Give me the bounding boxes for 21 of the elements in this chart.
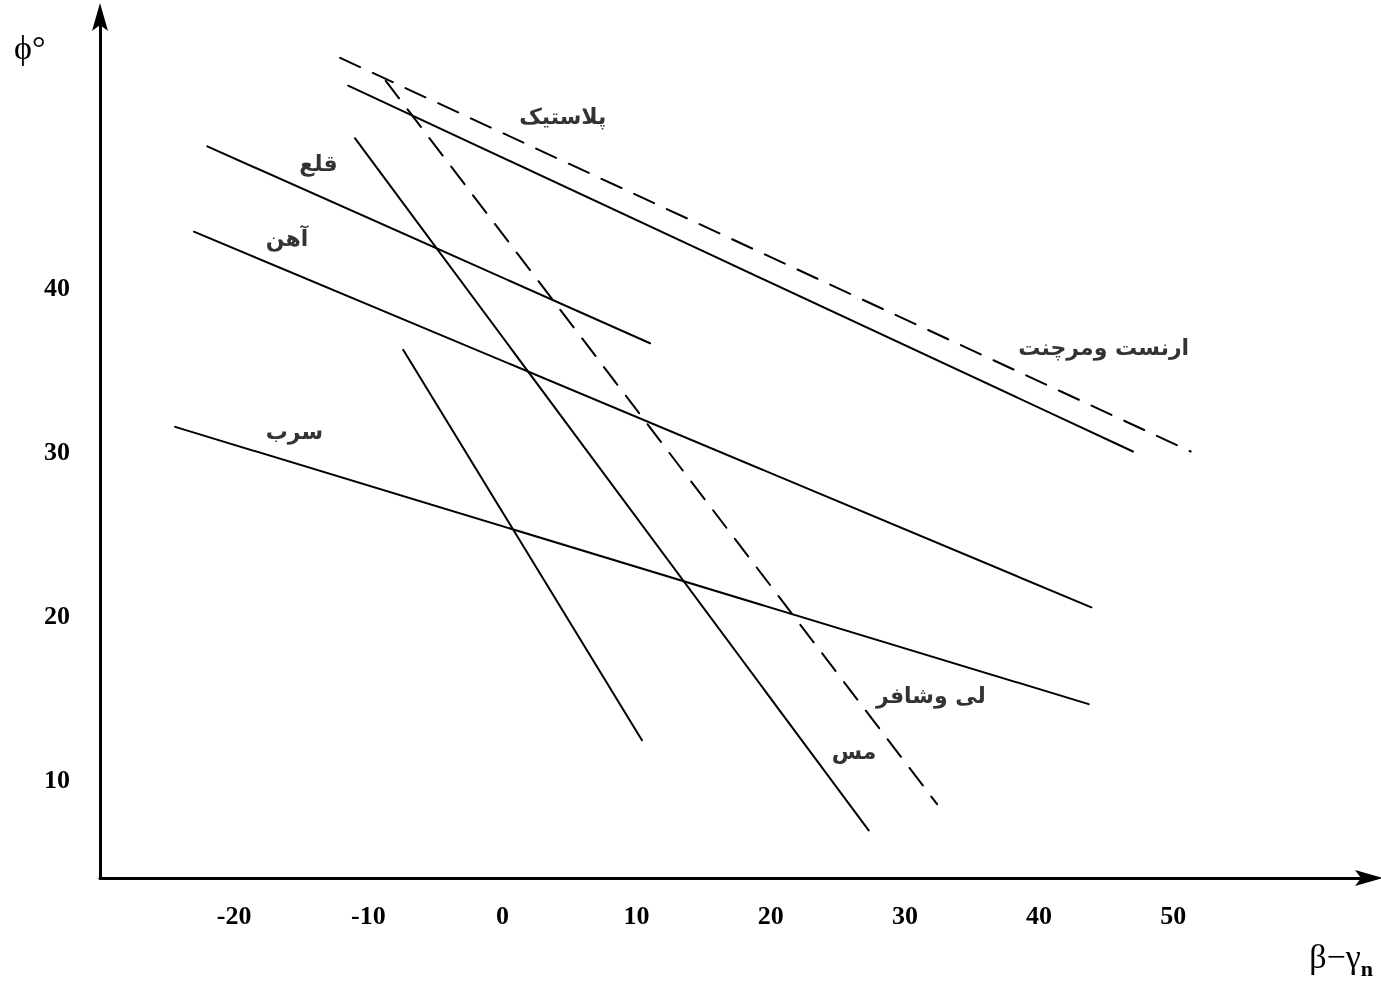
annotation: قلع [299,151,338,178]
y-tick-label: 10 [44,765,70,795]
annotation: لی وشافر [875,682,986,709]
x-tick-label: 20 [757,900,784,930]
x-tick-label: 40 [1026,900,1053,930]
x-tick-label: 30 [891,900,918,930]
annotation: آهن [265,223,309,252]
x-axis-title: β−γ$_{n}$ [1309,938,1373,981]
annotation: سرب [265,418,324,445]
x-tick-label: 0 [495,900,509,930]
x-tick-label: 50 [1160,900,1187,930]
x-tick-label: -10 [350,900,386,930]
y-tick-label: 20 [44,601,70,631]
annotation: ارنست ومرچنت [1018,335,1190,362]
x-tick-label: -20 [216,900,252,930]
x-tick-label: 10 [623,900,650,930]
y-tick-label: 40 [44,272,70,302]
y-axis-title: ϕ° [14,29,46,66]
annotation: پلاستیک [519,104,607,131]
annotation: مس [831,739,877,765]
y-tick-label: 30 [44,437,70,466]
